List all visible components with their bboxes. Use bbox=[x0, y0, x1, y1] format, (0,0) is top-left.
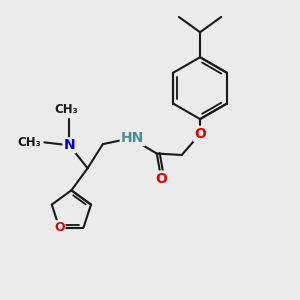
Text: O: O bbox=[194, 127, 206, 141]
Text: O: O bbox=[155, 172, 167, 186]
Text: CH₃: CH₃ bbox=[55, 103, 78, 116]
Text: HN: HN bbox=[121, 131, 144, 145]
Text: O: O bbox=[54, 221, 64, 234]
Text: N: N bbox=[64, 138, 75, 152]
Text: CH₃: CH₃ bbox=[18, 136, 41, 149]
